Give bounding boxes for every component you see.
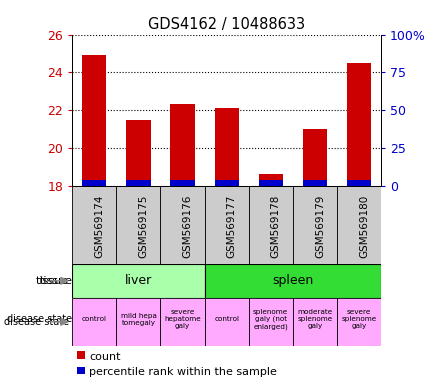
Bar <box>82 55 106 186</box>
Bar <box>303 129 327 186</box>
Text: spleen: spleen <box>272 274 314 287</box>
Text: moderate
splenome
galy: moderate splenome galy <box>297 310 332 329</box>
Bar <box>82 180 106 186</box>
Text: percentile rank within the sample: percentile rank within the sample <box>89 367 277 377</box>
Bar <box>205 298 249 346</box>
Text: GSM569177: GSM569177 <box>227 195 237 258</box>
Bar <box>347 180 371 186</box>
Bar <box>215 108 239 186</box>
Text: liver: liver <box>125 274 152 287</box>
Title: GDS4162 / 10488633: GDS4162 / 10488633 <box>148 17 305 32</box>
Text: disease state: disease state <box>4 317 69 327</box>
Bar <box>72 186 117 263</box>
Bar <box>347 63 371 186</box>
Bar <box>126 119 151 186</box>
Text: GSM569178: GSM569178 <box>271 195 281 258</box>
Bar <box>337 298 381 346</box>
Bar <box>117 298 160 346</box>
Text: severe
hepatome
galy: severe hepatome galy <box>164 310 201 329</box>
Bar <box>72 263 205 298</box>
Text: disease state: disease state <box>7 314 72 324</box>
Bar <box>72 298 117 346</box>
Bar <box>293 186 337 263</box>
Text: mild hepa
tomegaly: mild hepa tomegaly <box>120 313 156 326</box>
Bar <box>337 186 381 263</box>
Bar <box>205 186 249 263</box>
Bar <box>259 180 283 186</box>
Bar <box>293 298 337 346</box>
Text: GSM569180: GSM569180 <box>359 195 369 258</box>
Text: tissue: tissue <box>39 276 72 286</box>
Text: GSM569175: GSM569175 <box>138 195 148 258</box>
Text: GSM569174: GSM569174 <box>94 195 104 258</box>
Bar <box>303 180 327 186</box>
Bar <box>126 180 151 186</box>
Text: control: control <box>82 316 107 323</box>
Bar <box>170 104 194 186</box>
Bar <box>160 186 205 263</box>
Text: GSM569179: GSM569179 <box>315 195 325 258</box>
Text: control: control <box>214 316 239 323</box>
Text: tissue: tissue <box>36 276 69 286</box>
Text: splenome
galy (not
enlarged): splenome galy (not enlarged) <box>253 309 288 330</box>
Bar <box>249 186 293 263</box>
Text: GSM569176: GSM569176 <box>183 195 193 258</box>
Bar <box>160 298 205 346</box>
Text: count: count <box>89 352 120 362</box>
Text: severe
splenome
galy: severe splenome galy <box>341 310 377 329</box>
Bar <box>117 186 160 263</box>
Bar <box>215 180 239 186</box>
Bar <box>205 263 381 298</box>
Bar <box>259 174 283 186</box>
Bar <box>249 298 293 346</box>
Bar <box>170 180 194 186</box>
